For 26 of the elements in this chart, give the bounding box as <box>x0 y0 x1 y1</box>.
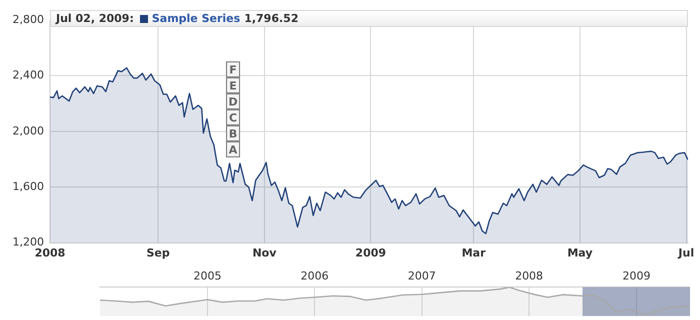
x-tick-label: 2008 <box>515 269 544 282</box>
y-tick-label: 1,200 <box>12 236 44 249</box>
x-tick-label: Jul <box>677 246 694 260</box>
x-tick-label: 2009 <box>622 269 651 282</box>
x-tick-label: 2009 <box>355 246 386 260</box>
x-tick-label: 2006 <box>300 269 329 282</box>
annotation: E <box>229 79 237 92</box>
y-tick-label: 1,600 <box>12 180 44 193</box>
x-tick-label: Sep <box>146 246 170 260</box>
annotation: A <box>228 143 238 156</box>
annotation: Jul 02, 2009: <box>56 12 134 25</box>
y-tick-label: 2,800 <box>12 12 44 26</box>
x-tick-label: Mar <box>462 246 486 260</box>
legend-label: Sample Series <box>152 12 240 25</box>
x-tick-label: 2007 <box>408 269 436 282</box>
x-tick-label: Nov <box>252 246 278 260</box>
annotation: F <box>229 63 237 76</box>
x-tick-label: 2008 <box>34 246 66 260</box>
annotation: B <box>228 127 238 140</box>
annotation: D <box>228 95 238 108</box>
x-tick-label: 2005 <box>193 269 222 282</box>
y-tick-label: 2,000 <box>12 124 44 138</box>
annotation: 1,796.52 <box>244 12 298 25</box>
y-tick-label: 2,400 <box>12 68 44 82</box>
annotation: C <box>228 111 238 124</box>
x-tick-label: May <box>567 246 593 260</box>
